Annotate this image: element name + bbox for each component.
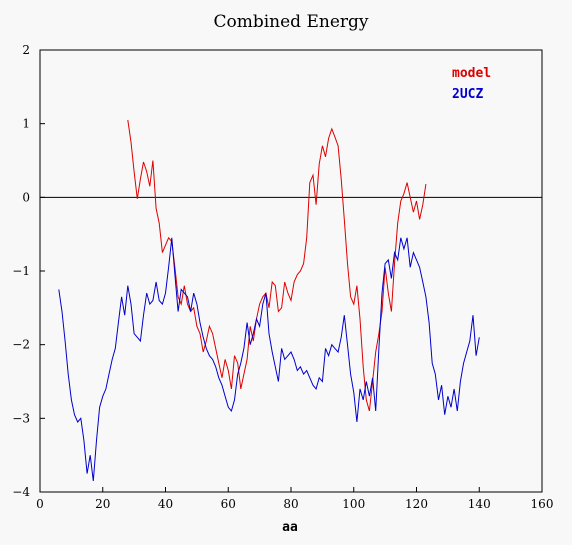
x-tick-label: 120 [405,497,428,511]
x-axis-label: aa [282,520,298,535]
y-tick-label: −2 [12,338,30,352]
chart-title: Combined Energy [213,12,368,32]
x-tick-label: 100 [342,497,365,511]
legend-entry-2ucz: 2UCZ [452,87,483,102]
y-tick-label: −3 [12,411,30,425]
y-tick-label: −4 [12,485,30,499]
x-tick-label: 60 [221,497,236,511]
series-line-model [127,119,427,412]
x-tick-label: 20 [95,497,110,511]
y-tick-label: −1 [12,264,30,278]
legend: model 2UCZ [452,66,491,102]
y-tick-label: 0 [22,190,30,204]
x-tick-label: 80 [283,497,298,511]
y-tick-label: 2 [22,43,30,57]
x-tick-label: 40 [158,497,173,511]
series-line-2ucz [58,237,480,481]
x-tick-label: 140 [468,497,491,511]
plot-frame [39,49,543,493]
x-tick-label: 160 [531,497,554,511]
plot-area [39,49,543,493]
legend-entry-model: model [452,66,491,81]
series-lines [58,119,480,481]
x-tick-label: 0 [36,497,44,511]
y-tick-label: 1 [22,117,30,131]
axis-ticks: 0 20 40 60 80 100 120 140 160 −4 −3 −2 −1 0 1 2 [12,43,553,511]
